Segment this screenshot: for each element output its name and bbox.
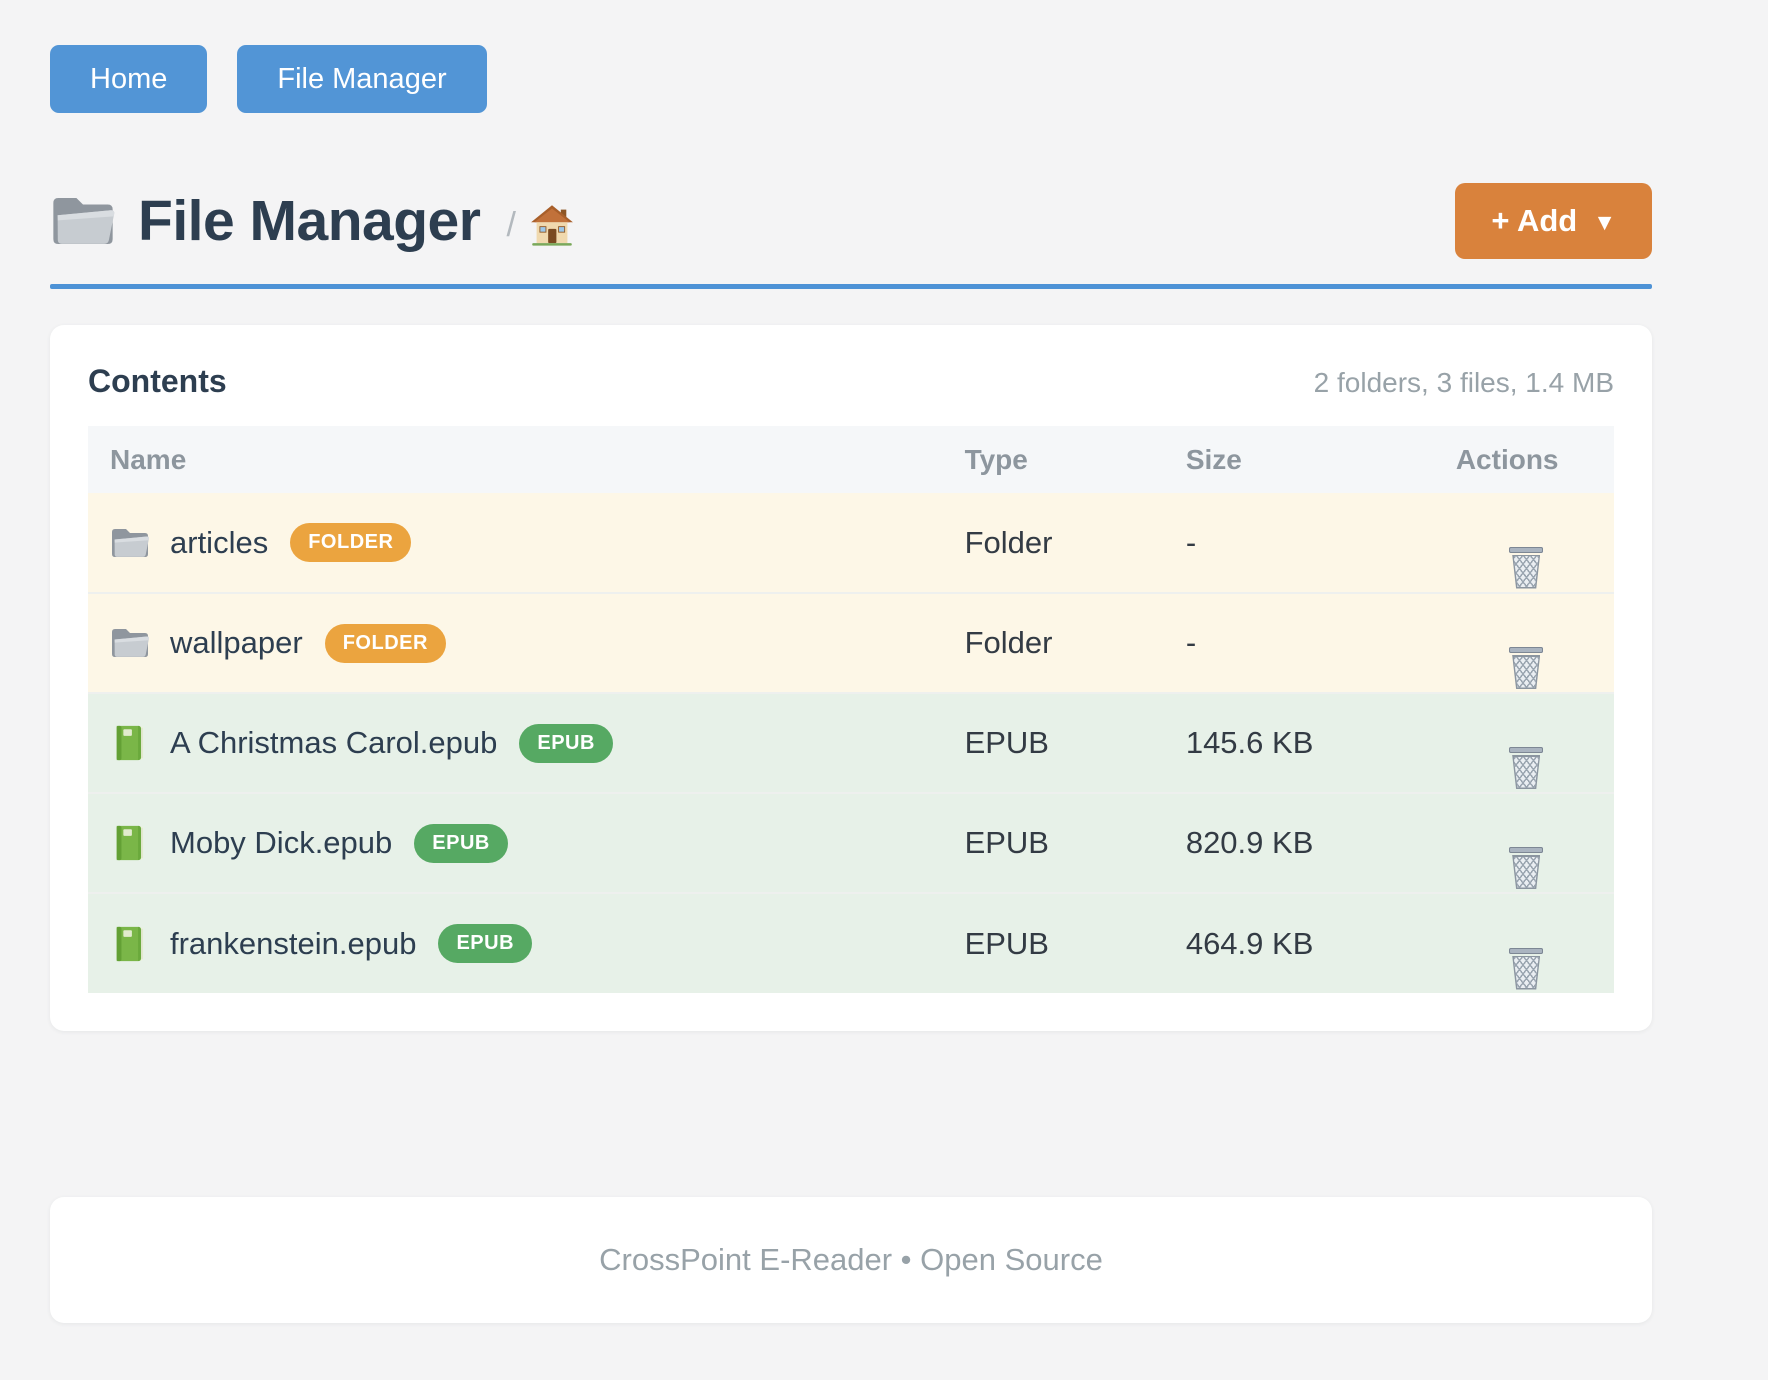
file-table: Name Type Size Actions: [88, 426, 1614, 993]
name-cell: Moby Dick.epub EPUB: [110, 823, 943, 863]
file-type: Folder: [964, 524, 1053, 560]
file-size: 145.6 KB: [1185, 725, 1314, 760]
footer-text: CrossPoint E-Reader • Open Source: [599, 1242, 1103, 1277]
file-type: EPUB: [964, 825, 1049, 860]
file-name[interactable]: frankenstein.epub: [170, 925, 417, 961]
caret-down-icon: ▼: [1593, 208, 1616, 235]
name-cell: A Christmas Carol.epub EPUB: [110, 723, 943, 763]
breadcrumb-separator: /: [506, 205, 516, 244]
file-size: -: [1185, 524, 1197, 560]
type-badge: FOLDER: [290, 523, 412, 562]
top-nav: Home File Manager: [50, 0, 1652, 113]
file-name[interactable]: articles: [170, 524, 269, 560]
nav-home-button[interactable]: Home: [50, 45, 208, 113]
file-name[interactable]: A Christmas Carol.epub: [170, 725, 498, 760]
green-book-icon: [116, 825, 144, 861]
col-header-actions: Actions: [1400, 426, 1614, 493]
page-title: File Manager: [138, 189, 481, 253]
table-row[interactable]: Moby Dick.epub EPUB EPUB 820.9 KB: [88, 793, 1614, 893]
file-type: EPUB: [964, 725, 1049, 760]
add-button[interactable]: + Add ▼: [1455, 183, 1652, 259]
type-badge: EPUB: [414, 823, 508, 863]
green-book-icon: [116, 926, 144, 961]
type-badge: EPUB: [519, 723, 613, 763]
col-header-size: Size: [1163, 426, 1401, 493]
file-name[interactable]: wallpaper: [170, 625, 303, 660]
green-book-icon: [116, 725, 144, 761]
contents-card: Contents 2 folders, 3 files, 1.4 MB Name…: [50, 325, 1652, 1031]
col-header-name: Name: [88, 426, 943, 493]
table-row[interactable]: A Christmas Carol.epub EPUB EPUB 145.6 K…: [88, 693, 1614, 793]
table-header-row: Name Type Size Actions: [88, 426, 1614, 493]
table-row[interactable]: frankenstein.epub EPUB EPUB 464.9 KB: [88, 893, 1614, 993]
title-divider: [50, 284, 1652, 289]
content-container: Home File Manager File Manager /: [50, 0, 1652, 1323]
page-header: File Manager / + Add ▼: [50, 183, 1652, 259]
file-name[interactable]: Moby Dick.epub: [170, 825, 393, 860]
table-row[interactable]: articles FOLDER Folder -: [88, 493, 1614, 593]
contents-title: Contents: [88, 363, 227, 399]
type-badge: EPUB: [438, 924, 533, 963]
contents-summary: 2 folders, 3 files, 1.4 MB: [1313, 367, 1614, 398]
file-size: 464.9 KB: [1185, 925, 1314, 961]
file-type: Folder: [964, 625, 1053, 660]
folder-icon: [112, 528, 149, 557]
footer: CrossPoint E-Reader • Open Source: [50, 1197, 1652, 1323]
file-type: EPUB: [964, 925, 1049, 961]
name-cell: frankenstein.epub EPUB: [110, 924, 943, 963]
col-header-type: Type: [942, 426, 1164, 493]
home-icon[interactable]: [530, 204, 574, 246]
folder-icon: [112, 629, 149, 657]
name-cell: articles FOLDER: [110, 523, 943, 562]
file-size: -: [1185, 625, 1197, 660]
type-badge: FOLDER: [324, 623, 446, 663]
table-row[interactable]: wallpaper FOLDER Folder -: [88, 593, 1614, 693]
file-size: 820.9 KB: [1185, 825, 1314, 860]
nav-file-manager-button[interactable]: File Manager: [237, 45, 487, 113]
card-header: Contents 2 folders, 3 files, 1.4 MB: [88, 363, 1614, 400]
add-button-label: + Add: [1491, 203, 1578, 238]
name-cell: wallpaper FOLDER: [110, 623, 943, 663]
folder-icon: [53, 197, 115, 245]
